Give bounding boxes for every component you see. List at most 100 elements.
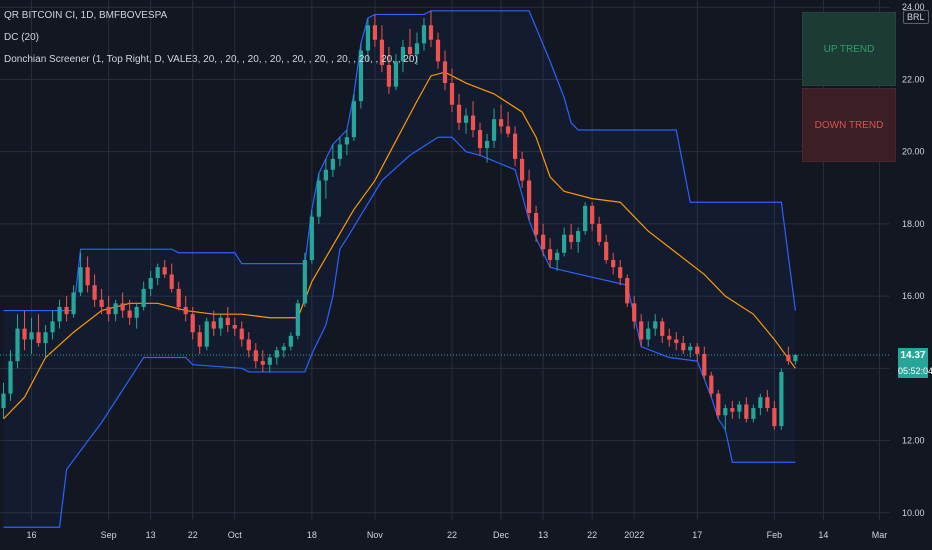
x-axis: 16 Sep 13 22 Oct 18 Nov 22 Dec 13 22 2022 17 Feb 14 Mar — [27, 530, 888, 540]
candle-body — [681, 343, 686, 351]
candle-body — [442, 61, 448, 84]
candle-body — [253, 350, 258, 362]
x-tick-label: Oct — [228, 530, 243, 540]
candle-body — [372, 25, 378, 40]
candle-body — [604, 241, 609, 260]
screener-indicator-label[interactable]: Donchian Screener (1, Top Right, D, VALE… — [4, 54, 418, 65]
x-tick-label: 13 — [146, 530, 156, 540]
candle-body — [611, 260, 616, 268]
candle-body — [421, 25, 427, 44]
candle-body — [197, 332, 202, 347]
candle-body — [765, 397, 770, 409]
candle-body — [632, 303, 637, 322]
candle-body — [449, 83, 455, 105]
candle-body — [526, 180, 532, 214]
candle-body — [463, 115, 469, 123]
candle-body — [267, 357, 272, 365]
candle-body — [667, 335, 672, 340]
candle-body — [120, 303, 125, 311]
basis-line — [3, 71, 796, 420]
x-tick-label: Nov — [367, 530, 384, 540]
candle-body — [702, 353, 707, 376]
candle-body — [162, 267, 167, 275]
candle-body — [85, 267, 90, 286]
up-trend-label: UP TREND — [823, 43, 875, 55]
candle-body — [737, 404, 742, 412]
candle-body — [569, 234, 574, 242]
candle-body — [484, 140, 490, 149]
y-tick-label: 16.00 — [902, 291, 925, 301]
x-tick-label: 13 — [538, 530, 548, 540]
candle-body — [71, 292, 76, 315]
candle-body — [15, 328, 20, 362]
candle-body — [57, 306, 62, 322]
candle-body — [744, 404, 749, 419]
candle-body — [344, 137, 349, 145]
x-tick-label: 14 — [818, 530, 828, 540]
candle-body — [562, 234, 567, 253]
candle-body — [793, 354, 798, 362]
candle-body — [512, 133, 518, 159]
x-tick-label: Mar — [872, 530, 888, 540]
candle-body — [400, 46, 406, 62]
candle-body — [576, 231, 581, 242]
candle-body — [639, 321, 644, 340]
candle-body — [330, 158, 335, 170]
candle-body — [288, 335, 293, 347]
bar-countdown: 05:52:04 — [898, 364, 932, 378]
candle-body — [618, 267, 623, 279]
candle-body — [428, 25, 434, 40]
x-tick-label: 22 — [447, 530, 457, 540]
x-tick-label: 22 — [587, 530, 597, 540]
x-tick-label: 16 — [27, 530, 37, 540]
candle-body — [505, 126, 511, 134]
candle-body — [169, 274, 174, 289]
x-tick-label: 2022 — [624, 530, 644, 540]
candle-body — [414, 43, 420, 55]
candle-body — [386, 65, 392, 87]
candle-body — [211, 321, 216, 329]
y-tick-label: 18.00 — [902, 219, 925, 229]
x-tick-label: 17 — [692, 530, 702, 540]
candle-body — [113, 303, 118, 315]
candle-body — [646, 328, 651, 340]
candle-body — [225, 317, 230, 325]
candle-body — [695, 346, 700, 354]
candle-body — [36, 332, 41, 344]
candle-body — [64, 306, 69, 315]
candle-body — [730, 408, 735, 412]
candle-body — [534, 213, 539, 235]
candle-body — [498, 119, 504, 127]
candle-body — [155, 267, 160, 279]
symbol-title[interactable]: QR BITCOIN CI, 1D, BMFBOVESPA — [4, 10, 168, 21]
candle-body — [99, 299, 104, 307]
candles — [1, 10, 798, 430]
candle-body — [29, 332, 34, 340]
candle-body — [625, 278, 630, 304]
up-trend-box: UP TREND — [802, 12, 896, 86]
x-tick-label: Sep — [101, 530, 117, 540]
candle-body — [590, 205, 595, 224]
candle-body — [337, 144, 342, 159]
candle-body — [456, 104, 462, 123]
candle-body — [716, 393, 721, 416]
candle-body — [723, 408, 728, 416]
candle-body — [786, 354, 791, 362]
currency-badge[interactable]: BRL — [903, 10, 929, 24]
candle-body — [548, 249, 553, 260]
x-tick-label: 22 — [188, 530, 198, 540]
dc-indicator-label[interactable]: DC (20) — [4, 32, 40, 43]
candle-body — [176, 288, 181, 307]
channel-fill — [3, 10, 796, 528]
candle-body — [323, 169, 328, 181]
candle-body — [351, 101, 356, 138]
candle-body — [597, 223, 602, 242]
candle-body — [758, 397, 763, 409]
down-trend-label: DOWN TREND — [814, 119, 884, 131]
x-tick-label: Dec — [493, 530, 510, 540]
candle-body — [78, 267, 83, 293]
candle-body — [183, 306, 188, 315]
y-tick-label: 20.00 — [902, 147, 925, 157]
